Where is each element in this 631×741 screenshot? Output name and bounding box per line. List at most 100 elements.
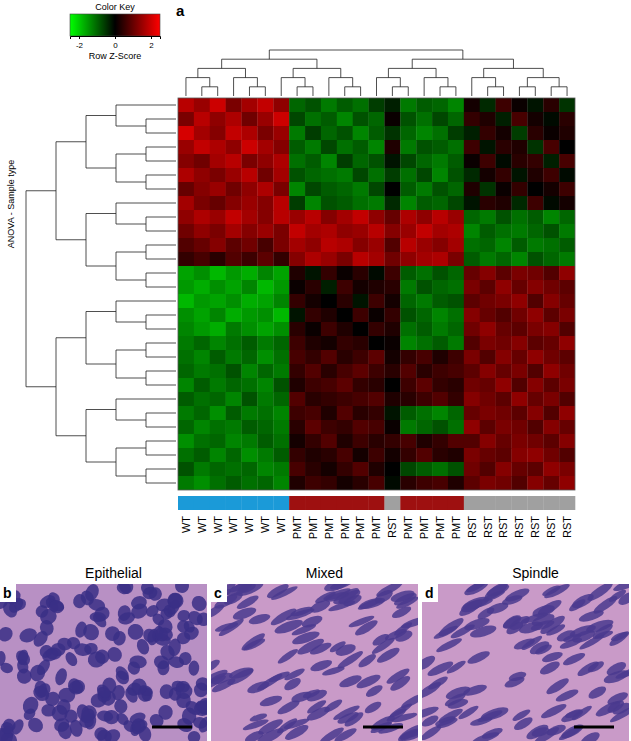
heatmap-cell [464, 112, 480, 126]
heatmap-cell [384, 294, 400, 308]
heatmap-cell [257, 350, 273, 364]
heatmap-cell [480, 196, 496, 210]
heatmap-cell [511, 140, 527, 154]
heatmap-cell [289, 448, 305, 462]
heatmap-cell [226, 182, 242, 196]
nucleus [610, 630, 629, 643]
heatmap-cell [273, 434, 289, 448]
heatmap-cell [178, 280, 194, 294]
heatmap-cell [400, 364, 416, 378]
heatmap-cell [559, 98, 575, 112]
heatmap-cell [480, 364, 496, 378]
heatmap-cell [384, 476, 400, 490]
heatmap-cell [464, 98, 480, 112]
x-tick: PMT [418, 512, 430, 539]
x-tick: PMT [370, 512, 382, 539]
heatmap-cell [353, 476, 369, 490]
heatmap-cell [559, 364, 575, 378]
heatmap-cell [321, 462, 337, 476]
heatmap-cell [321, 392, 337, 406]
heatmap-cell [305, 322, 321, 336]
x-tick-label: RST [497, 516, 509, 538]
heatmap-cell [496, 350, 512, 364]
heatmap-cell [226, 140, 242, 154]
heatmap-cell [178, 140, 194, 154]
heatmap-cell [257, 266, 273, 280]
heatmap-cell [511, 462, 527, 476]
heatmap-cell [369, 308, 385, 322]
heatmap-cell [527, 140, 543, 154]
heatmap-cell [527, 462, 543, 476]
heatmap-cell [337, 154, 353, 168]
nucleus [138, 584, 157, 597]
heatmap-cell [337, 448, 353, 462]
heatmap-cell [178, 168, 194, 182]
nucleus [113, 668, 132, 687]
heatmap-cell [511, 224, 527, 238]
heatmap-cell [527, 238, 543, 252]
sample-bar-cell [416, 496, 432, 510]
heatmap-cell [178, 252, 194, 266]
heatmap-cell [432, 154, 448, 168]
nucleus [270, 584, 299, 602]
heatmap-cell [511, 434, 527, 448]
nucleus [256, 716, 285, 737]
heatmap-cell [289, 336, 305, 350]
heatmap-cell [226, 224, 242, 238]
x-axis: WTWTWTWTWTWTWTPMTPMTPMTPMTPMTPMTRSTPMTPM… [180, 512, 573, 539]
heatmap-cell [305, 448, 321, 462]
heatmap-cell [194, 392, 210, 406]
heatmap-cell [337, 308, 353, 322]
heatmap-cell [353, 294, 369, 308]
heatmap-cell [178, 196, 194, 210]
heatmap-cell [448, 350, 464, 364]
heatmap-cell [226, 126, 242, 140]
heatmap-cell [496, 448, 512, 462]
heatmap-cell [305, 252, 321, 266]
heatmap-cell [178, 364, 194, 378]
nucleus [78, 706, 98, 726]
heatmap-cell [210, 140, 226, 154]
heatmap-cell [242, 238, 258, 252]
heatmap-cell [527, 126, 543, 140]
heatmap-cell [353, 140, 369, 154]
heatmap-cell [289, 280, 305, 294]
heatmap-cell [448, 462, 464, 476]
heatmap-cell [210, 462, 226, 476]
dendrogram-branch [388, 68, 436, 77]
nucleus [117, 610, 137, 626]
heatmap-cell [400, 420, 416, 434]
heatmap-cell [559, 140, 575, 154]
heatmap-cell [416, 252, 432, 266]
heatmap-cell [464, 238, 480, 252]
heatmap-cell [448, 210, 464, 224]
heatmap-cell [194, 140, 210, 154]
dendrogram-branch [551, 87, 567, 96]
x-tick-label: PMT [291, 516, 303, 540]
heatmap-cell [305, 308, 321, 322]
nucleus [174, 584, 190, 594]
heatmap-cell [353, 182, 369, 196]
nucleus [33, 603, 50, 620]
heatmap-cell [369, 280, 385, 294]
heatmap-cell [527, 350, 543, 364]
dendrogram-branch [269, 50, 463, 59]
heatmap-cell [226, 266, 242, 280]
heatmap-cell [273, 154, 289, 168]
color-key-tick-label: -2 [76, 41, 84, 50]
sample-bar-cell [289, 496, 305, 510]
sample-bar-cell [400, 496, 416, 510]
color-key-tick-mark [115, 36, 116, 39]
heatmap-cell [369, 196, 385, 210]
nucleus [308, 640, 332, 656]
dendrogram-branch [116, 448, 146, 476]
color-key-tick-mark [79, 36, 80, 39]
heatmap-cell [559, 126, 575, 140]
x-tick: WT [275, 512, 287, 533]
heatmap-cell [273, 140, 289, 154]
heatmap-cell [448, 224, 464, 238]
heatmap-cell [210, 476, 226, 490]
heatmap-cell [353, 154, 369, 168]
heatmap-cell [400, 154, 416, 168]
nucleus [102, 726, 123, 741]
